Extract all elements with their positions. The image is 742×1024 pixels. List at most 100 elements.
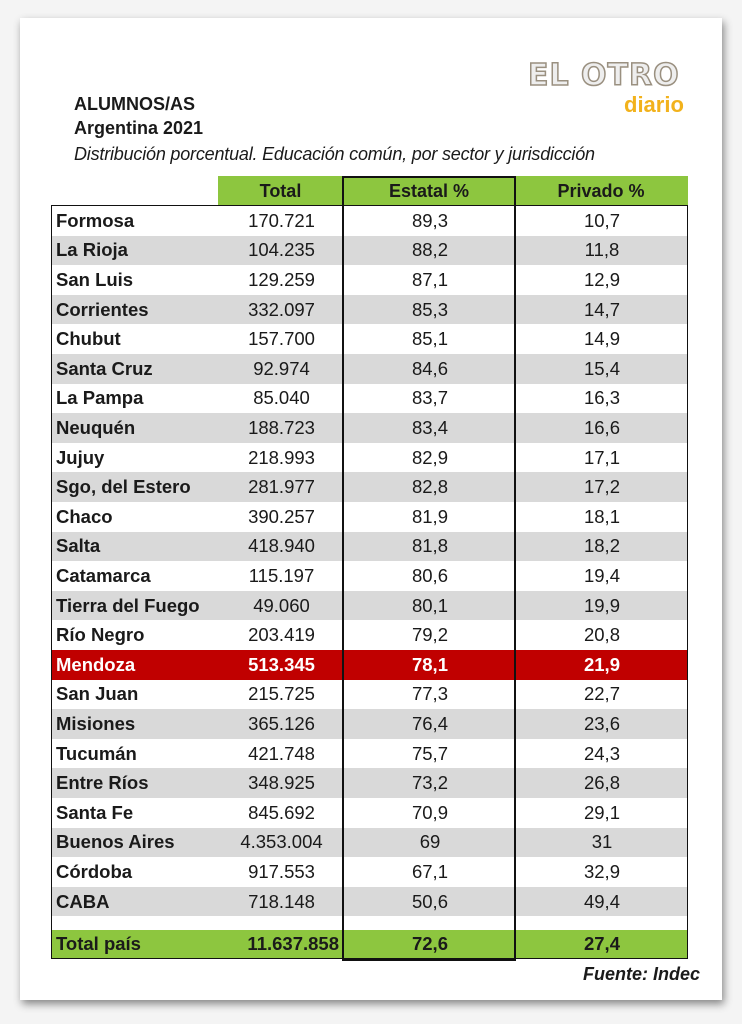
el-otro-diario-logo: EL OTRO diario [527, 57, 708, 122]
cell-privado: 11,8 [584, 239, 620, 261]
cell-total: 332.097 [248, 298, 315, 320]
cell-jurisdiction: Buenos Aires [56, 831, 175, 853]
cell-total: 92.974 [253, 357, 310, 379]
table-row: La Rioja 104.235 88,2 11,8 [52, 235, 687, 266]
cell-privado: 20,8 [583, 624, 620, 646]
cell-total: 85.040 [253, 387, 310, 409]
cell-total: 917.553 [248, 860, 315, 882]
cell-privado: 32,9 [583, 860, 620, 882]
source-note: Fuente: Indec [582, 964, 700, 984]
cell-total: 845.692 [248, 801, 315, 823]
cell-privado: 49,4 [583, 890, 620, 912]
table-row: Formosa 170.721 89,3 10,7 [52, 206, 687, 236]
cell-privado: 24,3 [583, 742, 620, 764]
cell-jurisdiction: Santa Cruz [56, 357, 153, 379]
table-row: CABA 718.148 50,6 49,4 [52, 886, 687, 917]
table-row: Salta 418.940 81,8 18,2 [52, 531, 687, 562]
cell-estatal: 84,6 [411, 357, 448, 379]
cell-estatal: 81,8 [411, 535, 448, 557]
cell-privado: 23,6 [583, 712, 620, 734]
cell-estatal: 80,6 [411, 564, 448, 586]
table-row: Córdoba 917.553 67,1 32,9 [52, 857, 687, 887]
cell-estatal: 80,1 [411, 594, 448, 616]
cell-privado: 12,9 [583, 268, 620, 290]
cell-total: 281.977 [248, 476, 315, 498]
cell-privado: 31 [591, 831, 613, 853]
table-row: La Pampa 85.040 83,7 16,3 [52, 384, 687, 414]
cell-jurisdiction: Chubut [56, 328, 121, 350]
cell-estatal: 75,7 [411, 742, 448, 764]
cell-jurisdiction: Total país [56, 933, 141, 954]
cell-jurisdiction: Corrientes [56, 298, 149, 320]
cell-estatal: 72,6 [411, 933, 448, 954]
cell-estatal: 82,9 [411, 446, 448, 468]
table-row: San Luis 129.259 87,1 12,9 [52, 265, 687, 295]
cell-estatal: 89,3 [411, 209, 448, 231]
cell-total: 4.353.004 [240, 831, 323, 853]
cell-total: 365.126 [248, 712, 315, 734]
cell-jurisdiction: Entre Ríos [56, 772, 149, 794]
cell-total: 188.723 [248, 416, 315, 438]
cell-total: 421.748 [248, 742, 315, 764]
table-header: Total Estatal % Privado % [218, 176, 688, 205]
cell-total: 718.148 [248, 890, 315, 912]
table-row: Corrientes 332.097 85,3 14,7 [52, 294, 687, 325]
cell-privado: 18,2 [583, 535, 620, 557]
table-body: Formosa 170.721 89,3 10,7 La Rioja 104.235 88,… [51, 205, 688, 959]
cell-total: 11.637.858 [247, 933, 339, 954]
column-header-estatal: Estatal % [388, 181, 470, 201]
cell-estatal: 85,1 [411, 328, 448, 350]
description: Distribución porcentual. Educación común… [74, 144, 595, 164]
cell-privado: 14,9 [583, 328, 620, 350]
cell-jurisdiction: Tierra del Fuego [56, 594, 200, 616]
column-header-total: Total [259, 181, 302, 201]
table-row: Sgo, del Estero 281.977 82,8 17,2 [52, 472, 687, 502]
subtitle: Argentina 2021 [74, 118, 204, 138]
cell-jurisdiction: Formosa [56, 209, 135, 231]
table-row: Jujuy 218.993 82,9 17,1 [52, 443, 687, 473]
logo-bottom-text: diario [624, 92, 684, 117]
cell-privado: 16,3 [583, 387, 620, 409]
cell-privado: 17,2 [583, 476, 620, 498]
cell-jurisdiction: Santa Fe [56, 801, 134, 823]
table-row: Río Negro 203.419 79,2 20,8 [52, 620, 687, 650]
cell-jurisdiction: Tucumán [56, 742, 137, 764]
table-row: Santa Fe 845.692 70,9 29,1 [52, 798, 687, 828]
cell-privado: 19,9 [583, 594, 620, 616]
cell-estatal: 83,4 [411, 416, 448, 438]
cell-estatal: 70,9 [411, 801, 448, 823]
cell-estatal: 50,6 [411, 890, 448, 912]
cell-estatal: 78,1 [411, 653, 448, 675]
cell-estatal: 77,3 [411, 683, 448, 705]
cell-estatal: 69 [419, 831, 441, 853]
cell-estatal: 82,8 [411, 476, 448, 498]
title: ALUMNOS/AS [74, 94, 195, 114]
column-header-privado: Privado % [557, 181, 645, 201]
cell-privado: 27,4 [583, 933, 620, 954]
cell-privado: 14,7 [583, 298, 620, 320]
cell-jurisdiction: Río Negro [56, 624, 145, 646]
cell-jurisdiction: Catamarca [56, 564, 151, 586]
cell-total: 418.940 [248, 535, 315, 557]
table-row: Catamarca 115.197 80,6 19,4 [52, 561, 687, 591]
cell-privado: 22,7 [583, 683, 620, 705]
table-row: Tucumán 421.748 75,7 24,3 [52, 739, 687, 769]
cell-jurisdiction: Salta [56, 535, 101, 557]
logo-top-text: EL OTRO [527, 57, 680, 94]
cell-total: 348.925 [248, 772, 315, 794]
table-row: Misiones 365.126 76,4 23,6 [52, 709, 687, 739]
cell-privado: 21,9 [583, 653, 620, 675]
cell-total: 129.259 [248, 268, 315, 290]
cell-jurisdiction: Córdoba [56, 860, 133, 882]
cell-estatal: 79,2 [411, 624, 448, 646]
cell-total: 49.060 [253, 594, 310, 616]
cell-jurisdiction: Misiones [56, 712, 136, 734]
cell-total: 513.345 [248, 653, 315, 675]
table-row: Chaco 390.257 81,9 18,1 [52, 502, 687, 532]
cell-estatal: 73,2 [411, 772, 448, 794]
cell-jurisdiction: La Rioja [56, 239, 128, 261]
cell-privado: 26,8 [583, 772, 620, 794]
cell-estatal: 87,1 [411, 268, 448, 290]
cell-estatal: 67,1 [411, 860, 448, 882]
table-row: Mendoza 513.345 78,1 21,9 [52, 650, 687, 680]
